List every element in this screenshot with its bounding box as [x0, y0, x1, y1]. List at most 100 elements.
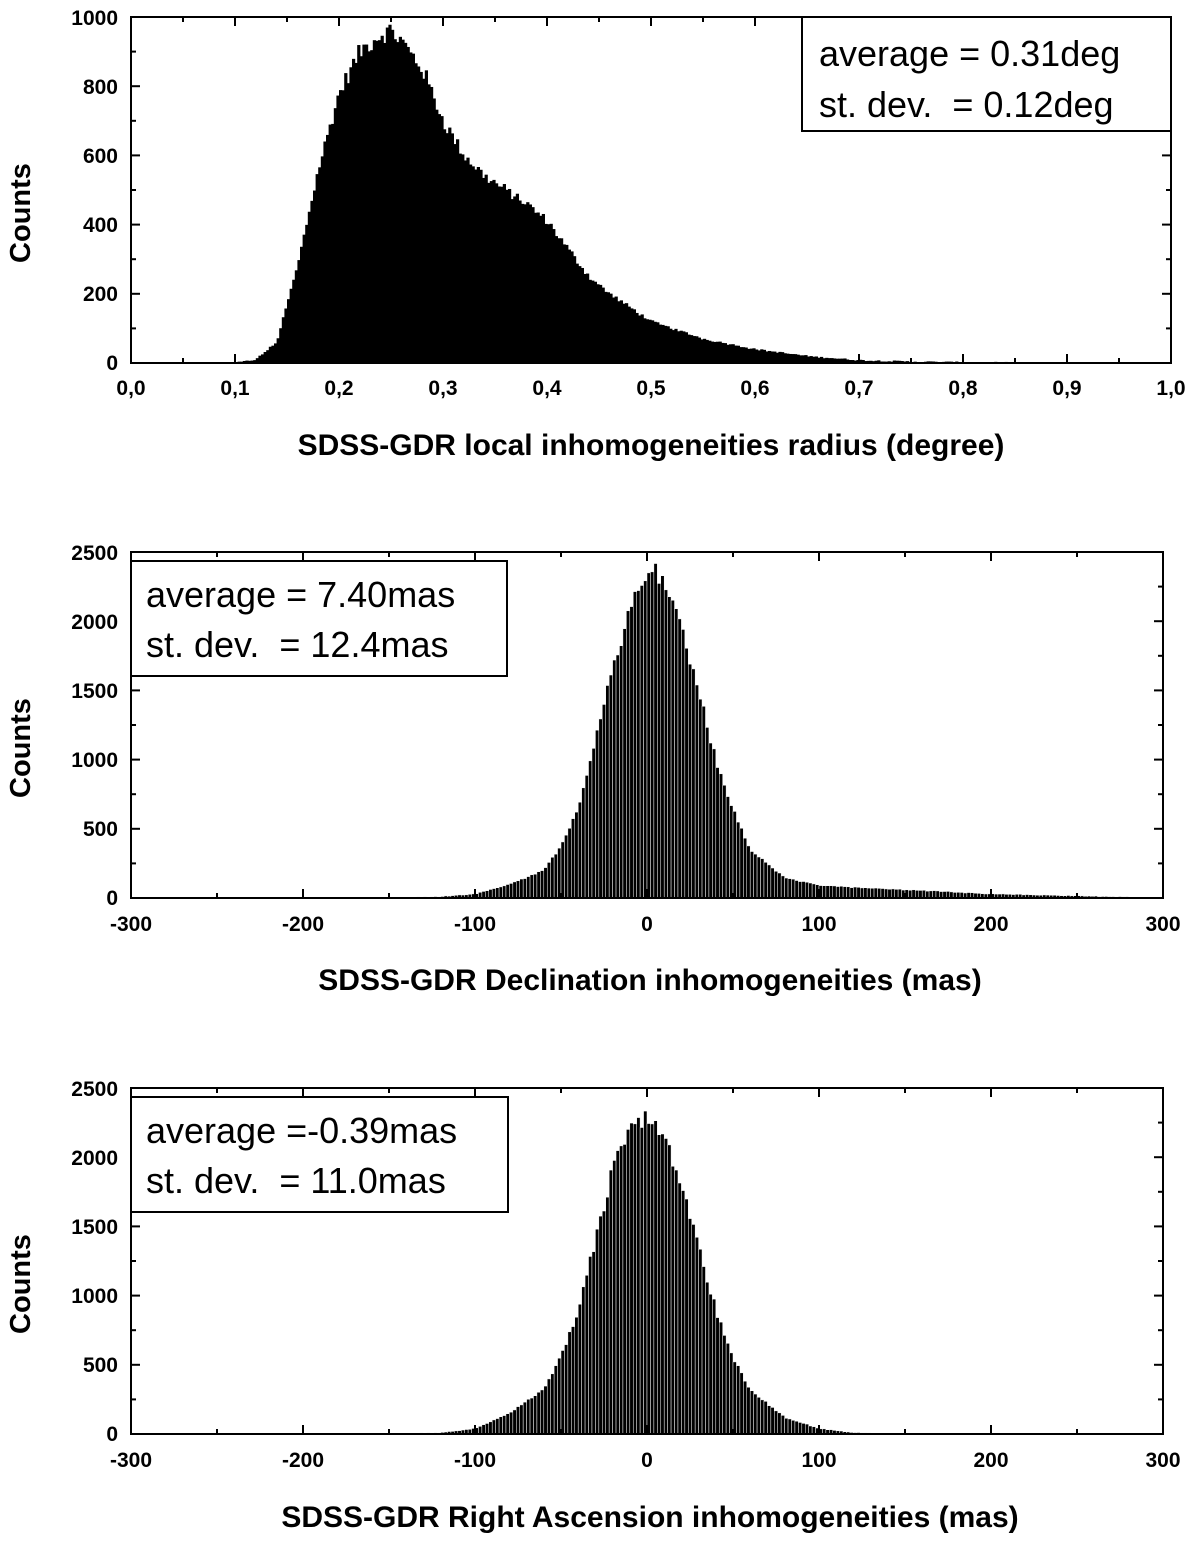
- histogram-bar: [701, 1266, 706, 1435]
- histogram-bar: [866, 360, 870, 363]
- histogram-bar: [313, 190, 317, 363]
- histogram-bar: [736, 1365, 741, 1435]
- histogram-bar: [859, 359, 863, 363]
- histogram-bar: [557, 1357, 562, 1435]
- x-tick-label: 0: [641, 913, 653, 936]
- histogram-bar: [650, 1123, 655, 1435]
- histogram-bar: [753, 853, 758, 899]
- histogram-bar: [798, 881, 803, 899]
- histogram-bar: [911, 889, 916, 899]
- histogram-bar: [550, 857, 555, 899]
- histogram-bar: [866, 887, 871, 899]
- x-tick-label: 1,0: [1156, 377, 1185, 400]
- histogram-bar: [591, 280, 595, 363]
- histogram-bar: [255, 358, 259, 363]
- histogram-bar: [768, 350, 772, 363]
- histogram-bar: [653, 1120, 658, 1435]
- histogram-bar: [513, 196, 517, 363]
- histogram-bar: [489, 181, 493, 363]
- histogram-bar: [365, 44, 369, 364]
- y-tick-label: 0: [106, 352, 118, 375]
- histogram-bar: [651, 320, 655, 363]
- histogram-bar: [848, 360, 852, 363]
- histogram-bar: [851, 360, 855, 363]
- histogram-bar: [629, 1122, 634, 1435]
- histogram-bar: [242, 360, 246, 363]
- histogram-bar: [567, 249, 571, 363]
- histogram-bar: [440, 116, 444, 363]
- histogram-bar: [417, 66, 421, 363]
- histogram-bar: [409, 52, 413, 364]
- histogram-bar: [571, 1326, 576, 1435]
- histogram-bar: [469, 164, 473, 363]
- histogram-bar: [870, 888, 875, 899]
- histogram-bar: [804, 881, 809, 899]
- declination-y-axis-title: Counts: [5, 698, 37, 798]
- histogram-bar: [577, 1303, 582, 1435]
- histogram-bar: [794, 880, 799, 899]
- histogram-bar: [289, 288, 293, 363]
- radius-y-tick-labels: 0 200 400 600 800 1000: [71, 7, 118, 375]
- histogram-bar: [529, 1397, 534, 1435]
- y-tick-label: 2500: [71, 1078, 118, 1101]
- histogram-bar: [698, 1248, 703, 1435]
- histogram-bar: [602, 704, 606, 899]
- histogram-bar: [526, 1399, 531, 1435]
- histogram-bar: [622, 303, 626, 363]
- histogram-bar: [608, 674, 613, 899]
- y-tick-label: 1000: [71, 1285, 118, 1308]
- histogram-bar: [863, 887, 868, 899]
- histogram-bar: [684, 332, 688, 363]
- histogram-bar: [375, 40, 379, 363]
- declination-x-axis-title: SDSS-GDR Declination inhomogeneities (ma…: [318, 964, 981, 997]
- x-tick-label: 0,5: [636, 377, 666, 400]
- right-ascension-x-axis-title: SDSS-GDR Right Ascension inhomogeneities…: [281, 1501, 1018, 1534]
- histogram-bar: [487, 182, 491, 363]
- histogram-bar: [627, 306, 631, 363]
- histogram-bar: [539, 215, 543, 363]
- histogram-bar: [411, 53, 415, 363]
- histogram-bar: [543, 1385, 548, 1435]
- histogram-bar: [512, 881, 517, 899]
- histogram-bar: [743, 1380, 748, 1435]
- histogram-bar: [354, 62, 358, 363]
- histogram-bar: [657, 583, 662, 899]
- histogram-bar: [645, 319, 649, 363]
- declination-histogram-panel: -300 -200 -100 0 100 200 300 0 500 1000 …: [5, 542, 1181, 997]
- histogram-bar: [861, 360, 865, 363]
- histogram-bar: [760, 1399, 765, 1435]
- histogram-bar: [743, 837, 748, 899]
- histogram-bar: [712, 1298, 717, 1435]
- y-tick-label: 400: [83, 214, 118, 237]
- histogram-bar: [609, 293, 613, 363]
- histogram-bar: [760, 349, 764, 363]
- histogram-bar: [791, 878, 796, 899]
- histogram-bar: [357, 45, 361, 363]
- histogram-bar: [682, 331, 686, 363]
- histogram-bar: [574, 1316, 579, 1435]
- histogram-bar: [763, 862, 768, 899]
- histogram-bar: [744, 347, 748, 363]
- histogram-bar: [326, 134, 330, 363]
- histogram-bar: [674, 1169, 679, 1435]
- x-tick-label: 0,6: [740, 377, 769, 400]
- right-ascension-axis-ticks: [130, 1087, 1164, 1435]
- histogram-bar: [471, 166, 475, 363]
- histogram-bar: [388, 24, 392, 363]
- histogram-bar: [380, 35, 384, 363]
- histogram-bar: [760, 858, 765, 899]
- histogram-bar: [401, 39, 405, 363]
- histogram-bar: [774, 871, 778, 899]
- histogram-bar: [250, 360, 254, 363]
- histogram-bar: [667, 1144, 672, 1435]
- histogram-bar: [925, 890, 930, 899]
- histogram-bar: [500, 186, 504, 363]
- histogram-bar: [763, 1401, 768, 1435]
- histogram-bar: [595, 729, 600, 899]
- histogram-bar: [874, 360, 878, 363]
- histogram-bar: [827, 358, 831, 363]
- histogram-bar: [799, 355, 803, 363]
- histogram-bar: [801, 881, 806, 899]
- histogram-bar: [721, 342, 725, 363]
- histogram-bar: [749, 348, 753, 363]
